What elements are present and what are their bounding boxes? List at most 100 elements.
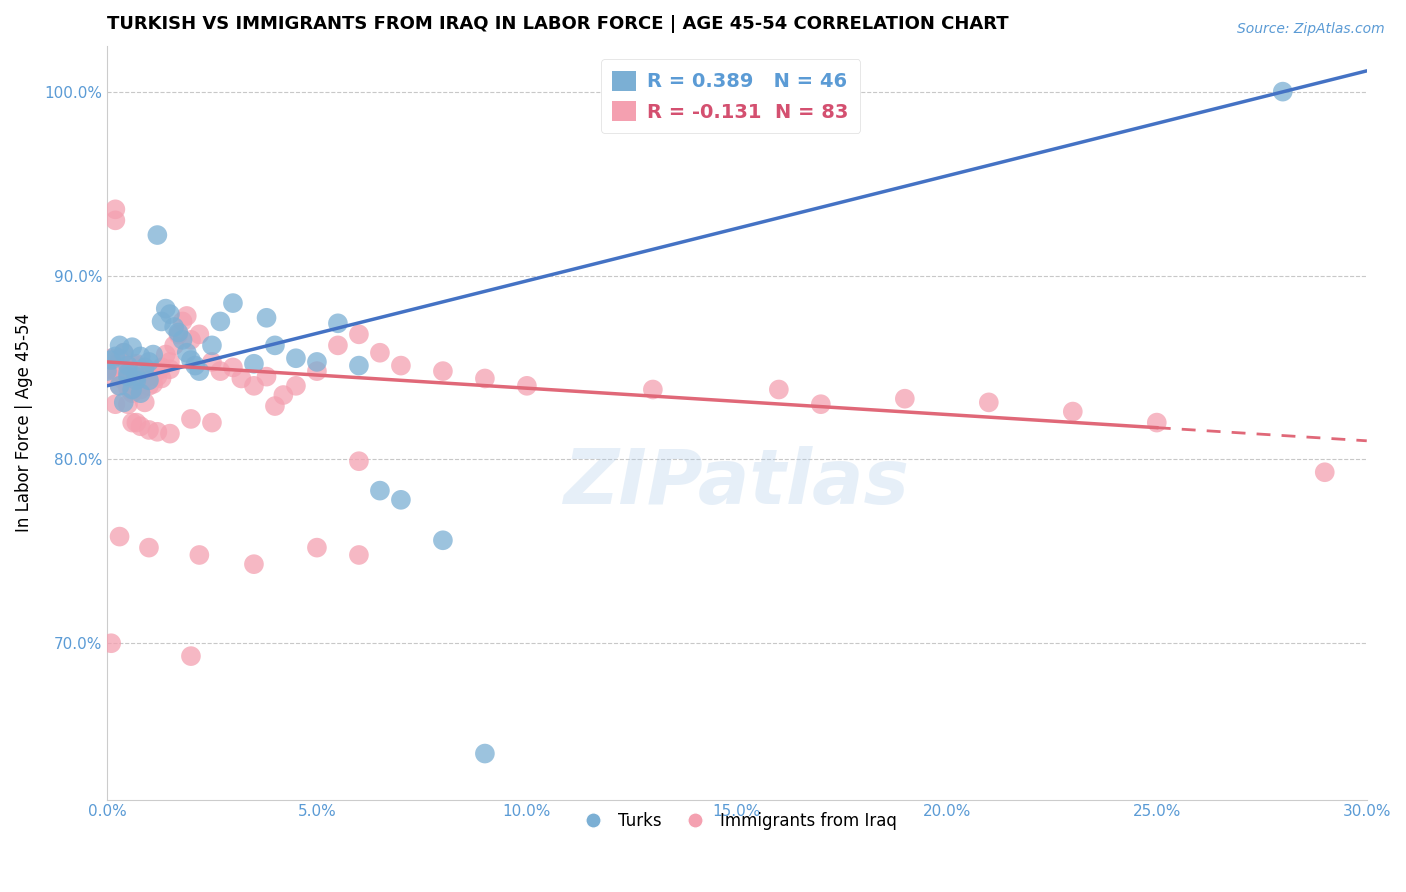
Text: TURKISH VS IMMIGRANTS FROM IRAQ IN LABOR FORCE | AGE 45-54 CORRELATION CHART: TURKISH VS IMMIGRANTS FROM IRAQ IN LABOR… xyxy=(107,15,1008,33)
Point xyxy=(368,483,391,498)
Point xyxy=(273,388,295,402)
Point xyxy=(159,426,181,441)
Point xyxy=(142,368,165,382)
Point xyxy=(125,416,148,430)
Point xyxy=(1146,416,1168,430)
Text: Source: ZipAtlas.com: Source: ZipAtlas.com xyxy=(1237,22,1385,37)
Point xyxy=(125,359,148,373)
Point xyxy=(117,359,139,373)
Point xyxy=(104,202,127,217)
Point xyxy=(222,360,245,375)
Point xyxy=(142,376,165,391)
Point xyxy=(129,383,152,397)
Point xyxy=(176,345,198,359)
Point xyxy=(138,355,160,369)
Point xyxy=(150,314,173,328)
Legend: Turks, Immigrants from Iraq: Turks, Immigrants from Iraq xyxy=(569,805,904,837)
Point xyxy=(100,351,122,366)
Point xyxy=(1313,465,1336,479)
Point xyxy=(138,541,160,555)
Point xyxy=(209,364,232,378)
Point xyxy=(121,416,143,430)
Point xyxy=(243,357,266,371)
Point xyxy=(176,309,198,323)
Point xyxy=(121,384,143,399)
Point xyxy=(1271,85,1294,99)
Text: ZIPatlas: ZIPatlas xyxy=(564,446,910,520)
Point xyxy=(188,364,211,378)
Point xyxy=(159,355,181,369)
Point xyxy=(121,383,143,397)
Point xyxy=(108,530,131,544)
Point xyxy=(129,419,152,434)
Point xyxy=(347,454,370,468)
Point xyxy=(432,533,454,548)
Point xyxy=(180,649,202,664)
Point xyxy=(129,360,152,375)
Point xyxy=(155,301,177,316)
Point xyxy=(641,383,664,397)
Point xyxy=(100,368,122,382)
Point xyxy=(159,307,181,321)
Point xyxy=(172,333,194,347)
Point xyxy=(894,392,917,406)
Point xyxy=(201,338,224,352)
Point xyxy=(810,397,832,411)
Point xyxy=(305,364,328,378)
Point xyxy=(112,345,135,359)
Point xyxy=(188,327,211,342)
Point xyxy=(108,338,131,352)
Point xyxy=(134,360,156,375)
Point xyxy=(146,228,169,243)
Point xyxy=(117,359,139,373)
Point xyxy=(209,314,232,328)
Point xyxy=(172,314,194,328)
Point xyxy=(180,412,202,426)
Point xyxy=(121,369,143,384)
Point xyxy=(326,316,349,330)
Point xyxy=(138,366,160,380)
Point xyxy=(1062,404,1084,418)
Point xyxy=(117,369,139,384)
Point xyxy=(163,338,186,352)
Point xyxy=(256,310,278,325)
Point xyxy=(389,359,412,373)
Point xyxy=(108,379,131,393)
Point xyxy=(305,541,328,555)
Point xyxy=(104,213,127,227)
Point xyxy=(125,369,148,384)
Point xyxy=(474,371,496,385)
Point xyxy=(121,340,143,354)
Point xyxy=(104,397,127,411)
Point xyxy=(112,345,135,359)
Point xyxy=(368,345,391,359)
Y-axis label: In Labor Force | Age 45-54: In Labor Force | Age 45-54 xyxy=(15,313,32,533)
Point xyxy=(96,364,118,378)
Point xyxy=(117,366,139,380)
Point xyxy=(117,366,139,380)
Point xyxy=(231,371,253,385)
Point xyxy=(146,425,169,439)
Point xyxy=(516,379,538,393)
Point xyxy=(155,347,177,361)
Point xyxy=(150,360,173,375)
Point xyxy=(256,369,278,384)
Point xyxy=(108,379,131,393)
Point xyxy=(108,369,131,384)
Point xyxy=(112,395,135,409)
Point xyxy=(138,373,160,387)
Point xyxy=(167,326,190,340)
Point xyxy=(121,379,143,393)
Point xyxy=(112,371,135,385)
Point xyxy=(117,381,139,395)
Point xyxy=(146,369,169,384)
Point xyxy=(129,350,152,364)
Point xyxy=(129,386,152,401)
Point xyxy=(264,399,287,413)
Point xyxy=(180,333,202,347)
Point xyxy=(188,548,211,562)
Point xyxy=(977,395,1000,409)
Point xyxy=(96,362,118,376)
Point xyxy=(134,371,156,385)
Point xyxy=(125,357,148,371)
